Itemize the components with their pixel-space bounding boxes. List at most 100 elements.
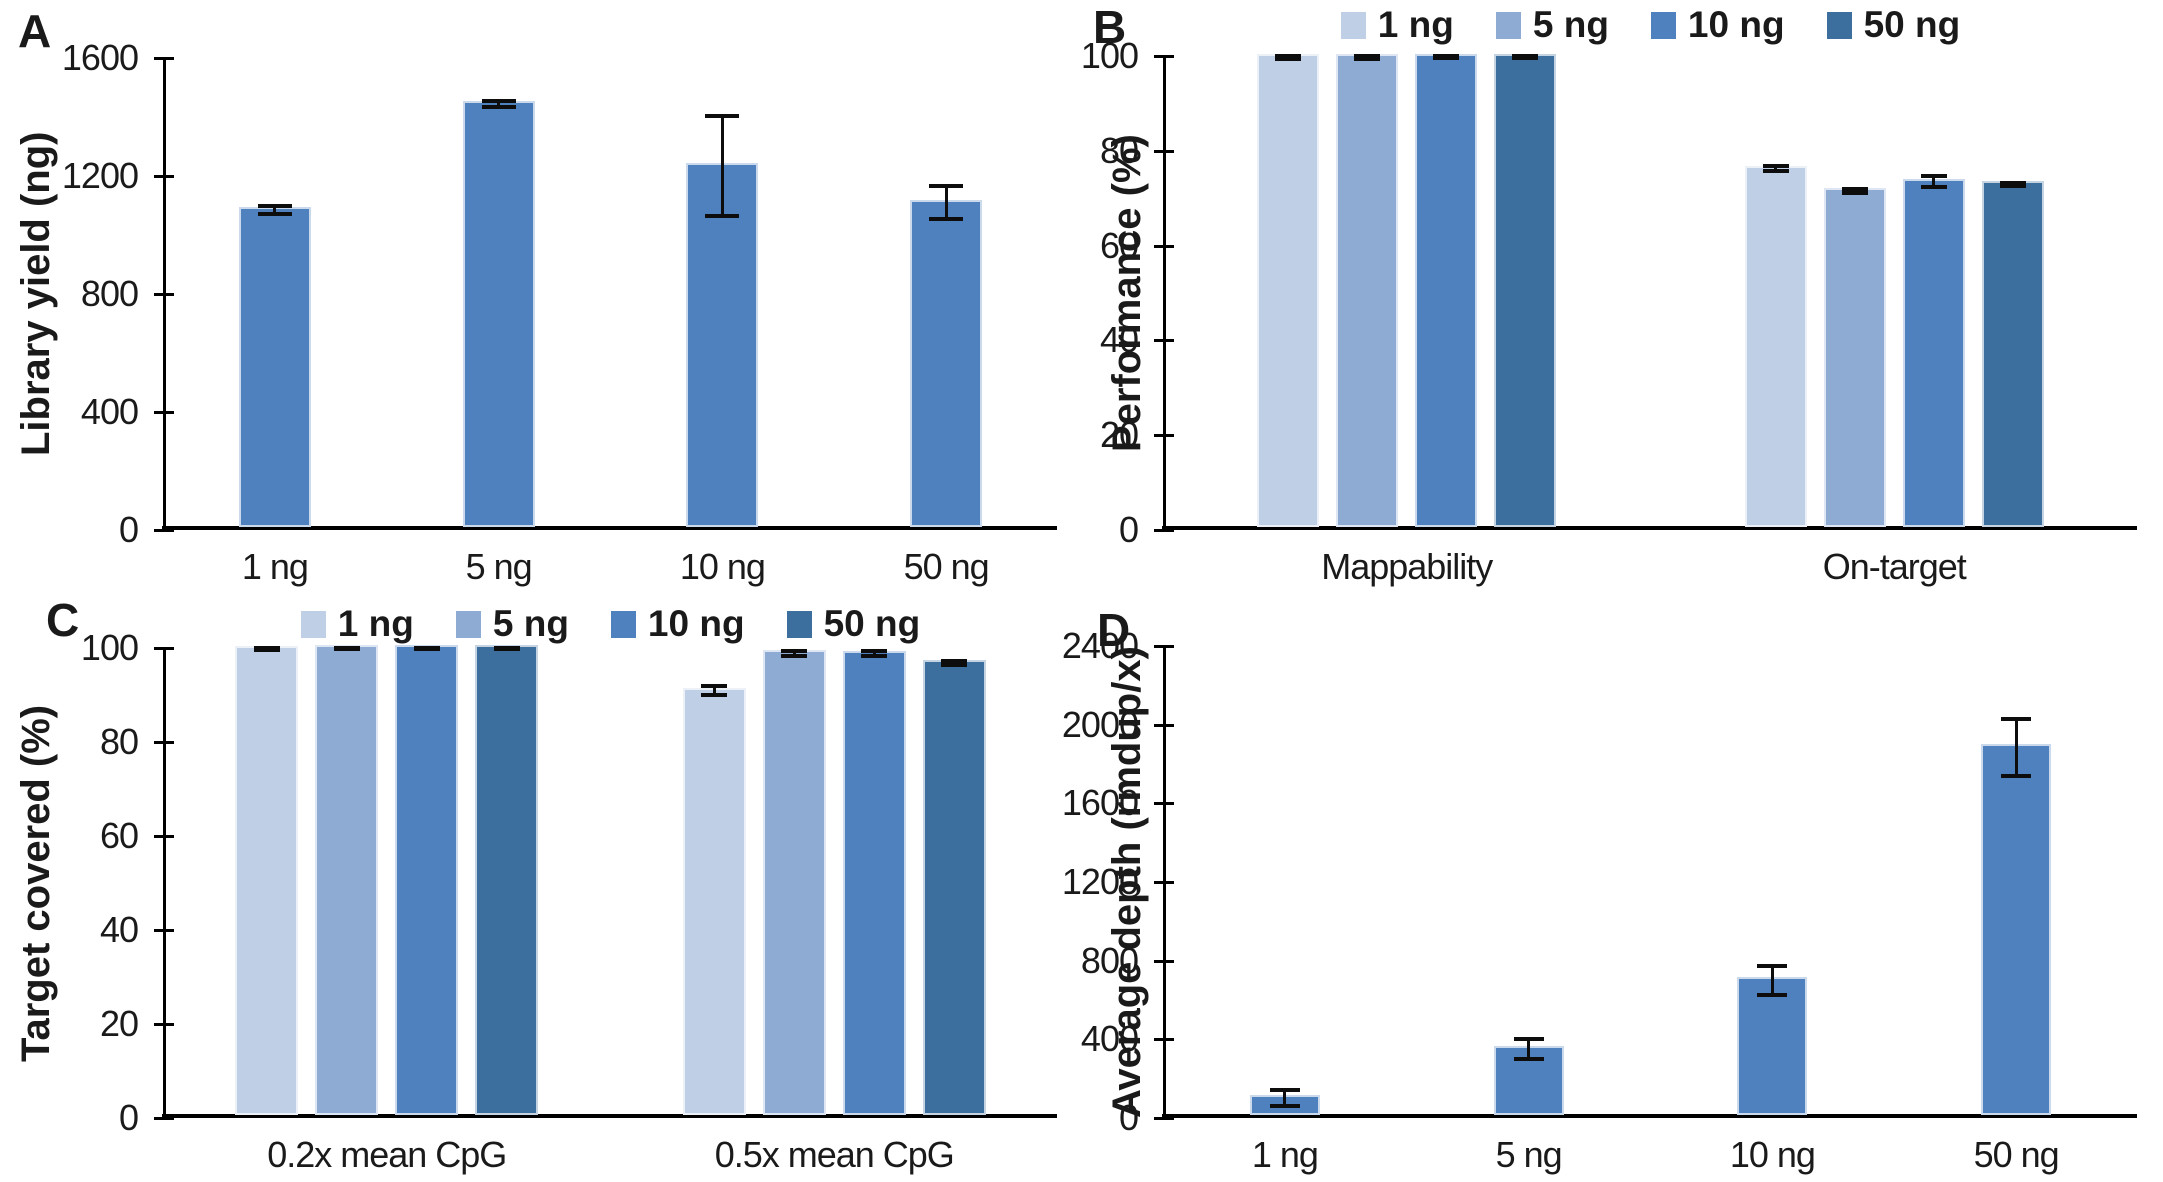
y-tick	[1154, 1038, 1174, 1042]
legend-item: 5 ng	[1495, 4, 1609, 46]
panel-a-plot-area: 0 400 800 1200 1600 1 ng 5 ng 10 ng 50 ng	[62, 39, 1058, 587]
x-category-label: 1 ng	[241, 546, 309, 587]
bar-library-yield-1-ng	[238, 206, 311, 527]
error-bar-cap	[493, 647, 520, 652]
x-category-label: On-target	[1822, 546, 1967, 587]
legend-item: 1 ng	[1340, 4, 1454, 46]
legend-item-label: 5 ng	[492, 603, 569, 644]
y-tick-label: 1600	[61, 37, 139, 78]
bar-50-ng-on-target	[1981, 181, 2044, 527]
error-bar-cap	[701, 684, 728, 689]
legend-item: 50 ng	[786, 603, 921, 645]
error-bar-cap	[333, 647, 360, 652]
panel-b-legend: 1 ng 5 ng 10 ng 50 ng	[1163, 4, 2138, 46]
bar-1-ng-mappability	[1257, 54, 1320, 527]
error-bar-cap	[1757, 993, 1788, 998]
error-bar-cap	[1762, 169, 1789, 174]
x-axis-line	[162, 1114, 1057, 1118]
error-bar-cap	[1354, 54, 1381, 58]
error-bar	[792, 650, 796, 656]
error-bar-cap	[2001, 716, 2032, 721]
x-category-label: Mappability	[1321, 546, 1493, 587]
error-bar	[712, 686, 716, 696]
legend-swatch	[455, 610, 481, 638]
y-tick	[154, 1117, 174, 1120]
error-bar-cap	[1275, 56, 1302, 61]
legend-item-label: 1 ng	[1377, 4, 1454, 45]
legend-item-label: 10 ng	[647, 603, 745, 644]
y-tick-label: 80	[99, 721, 139, 762]
y-tick	[1154, 149, 1174, 153]
x-category-label: 10 ng	[679, 546, 766, 587]
bar-1-ng-0.2x-mean-cpg	[235, 645, 299, 1115]
error-bar-cap	[861, 649, 888, 654]
y-tick-label: 60	[99, 815, 139, 856]
error-bar	[2014, 718, 2018, 776]
error-bar-cap	[705, 213, 740, 218]
error-bar	[872, 651, 876, 656]
bar-10-ng-on-target	[1902, 178, 1965, 527]
error-bar-cap	[481, 98, 516, 103]
x-category-label: 5 ng	[1495, 1134, 1563, 1175]
error-bar	[1774, 166, 1778, 172]
legend-swatch	[1340, 11, 1366, 39]
bar-5-ng-on-target	[1823, 187, 1886, 527]
y-tick	[154, 835, 174, 838]
y-axis-line	[1163, 56, 1166, 530]
error-bar-cap	[1841, 186, 1868, 191]
bar-1-ng-on-target	[1744, 165, 1807, 527]
y-tick-label: 800	[80, 273, 139, 314]
legend-item: 5 ng	[455, 603, 569, 645]
bar-library-yield-50-ng	[910, 199, 983, 527]
legend-item-label: 1 ng	[337, 603, 414, 644]
y-tick	[154, 529, 174, 532]
panel-c-plot-area: 0 20 40 60 80 100 0.2x mean CpG 0.5x mean CpG	[81, 629, 1058, 1175]
panel-b-letter: B	[1093, 1, 1127, 53]
x-category-label: 0.2x mean CpG	[267, 1134, 507, 1175]
panel-d-plot-area: 0 400 800 1200 1600 2000 2400 1 ng 5 ng 10 ng 50 n…	[1062, 627, 2138, 1175]
error-bar-cap	[1275, 54, 1302, 58]
error-bar-cap	[1269, 1088, 1300, 1093]
bar-10-ng-0.5x-mean-cpg	[842, 650, 906, 1115]
error-bar	[497, 100, 501, 107]
error-bar-cap	[413, 647, 440, 652]
legend-swatch	[300, 610, 326, 638]
error-bar-cap	[253, 647, 280, 652]
y-tick-label: 20	[99, 1003, 139, 1044]
bar-5-ng-mappability	[1336, 54, 1399, 527]
legend-swatch	[1495, 11, 1521, 39]
legend-item-label: 50 ng	[823, 603, 921, 644]
error-bar-cap	[1920, 174, 1947, 179]
y-tick-label: 100	[80, 627, 139, 668]
y-tick-label: 40	[1099, 319, 1139, 361]
y-tick-label: 400	[1080, 1018, 1139, 1060]
bar-1-ng-0.5x-mean-cpg	[682, 687, 746, 1115]
error-bar-cap	[2001, 773, 2032, 778]
legend-item: 10 ng	[1650, 4, 1785, 46]
y-tick-label: 0	[118, 509, 139, 550]
y-tick	[1154, 881, 1174, 884]
error-bar-cap	[941, 662, 968, 667]
panel-b-plot-area: 0 20 40 60 80 100 Mappability On-target	[1081, 37, 2138, 587]
legend-swatch	[610, 610, 636, 638]
x-category-label: 0.5x mean CpG	[714, 1134, 955, 1175]
y-axis-line	[163, 648, 166, 1118]
panel-b-y-axis-title: Performance (%)	[1105, 134, 1149, 452]
legend-item-label: 50 ng	[1863, 4, 1961, 45]
x-axis-line	[1162, 1114, 2137, 1118]
x-axis-line	[1162, 526, 2137, 530]
x-category-label: 10 ng	[1729, 1134, 1816, 1175]
x-category-label: 50 ng	[1973, 1134, 2060, 1175]
panel-c-y-axis-title: Target covered (%)	[14, 704, 58, 1062]
panel-a: A Library yield (ng) 0 400 800 1200 1600 1 ng…	[0, 0, 1081, 591]
y-tick	[1154, 645, 1174, 648]
panel-b: B 1 ng 5 ng 10 ng 50 ng Performance (%) 0 20…	[1081, 0, 2163, 591]
error-bar-cap	[1433, 55, 1460, 60]
y-tick	[1154, 1117, 1174, 1120]
y-tick	[1154, 529, 1174, 532]
y-tick	[1154, 244, 1174, 248]
bar-10-ng-0.2x-mean-cpg	[395, 645, 459, 1115]
bar-library-yield-5-ng	[462, 100, 535, 527]
y-tick	[154, 57, 174, 60]
